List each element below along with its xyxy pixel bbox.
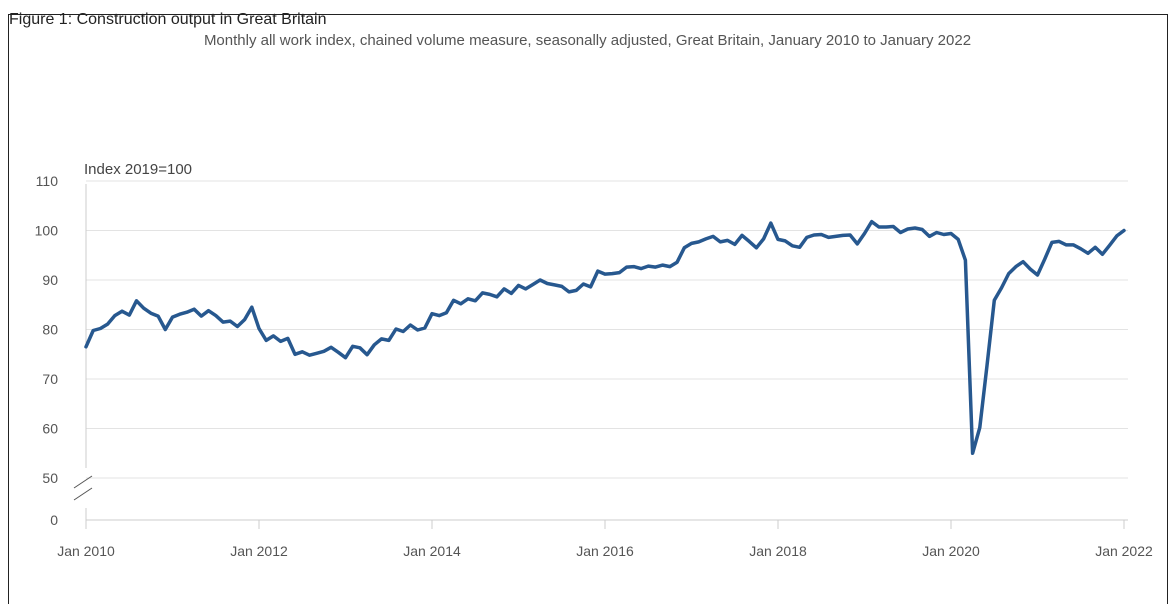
x-tick-label: Jan 2022 <box>1095 543 1153 559</box>
x-tick-label: Jan 2018 <box>749 543 807 559</box>
plot-area <box>84 219 1126 456</box>
series-line <box>84 219 1126 456</box>
y-tick-label: 70 <box>42 371 58 387</box>
y-tick-label: 90 <box>42 272 58 288</box>
y-axis-ticks: 0 50 60 70 80 90 100 110 <box>35 173 59 528</box>
y-tick-label: 80 <box>42 322 58 338</box>
figure-frame: Figure 1: Construction output in Great B… <box>8 11 1168 604</box>
figure-caption: Figure 1: Construction output in Great B… <box>9 11 327 28</box>
y-tick-label: 110 <box>36 173 59 189</box>
y-axis-unit-label: Index 2019=100 <box>84 161 192 178</box>
x-tick-label: Jan 2020 <box>922 543 980 559</box>
gridlines <box>86 180 1128 479</box>
x-tick-label: Jan 2014 <box>403 543 461 559</box>
x-tick-label: Jan 2012 <box>230 543 288 559</box>
y-tick-label: 100 <box>35 223 59 239</box>
x-axis: Jan 2010 Jan 2012 Jan 2014 Jan 2016 Jan 2018… <box>57 184 1153 559</box>
x-tick-label: Jan 2010 <box>57 543 115 559</box>
chart-title: Monthly all work index, chained volume m… <box>203 32 972 49</box>
axis-break-mark <box>73 475 93 489</box>
y-tick-label: 0 <box>50 512 58 528</box>
axis-break-mark <box>73 487 93 501</box>
y-tick-label: 50 <box>42 470 58 486</box>
y-tick-label: 60 <box>42 421 58 437</box>
x-tick-label: Jan 2016 <box>576 543 634 559</box>
